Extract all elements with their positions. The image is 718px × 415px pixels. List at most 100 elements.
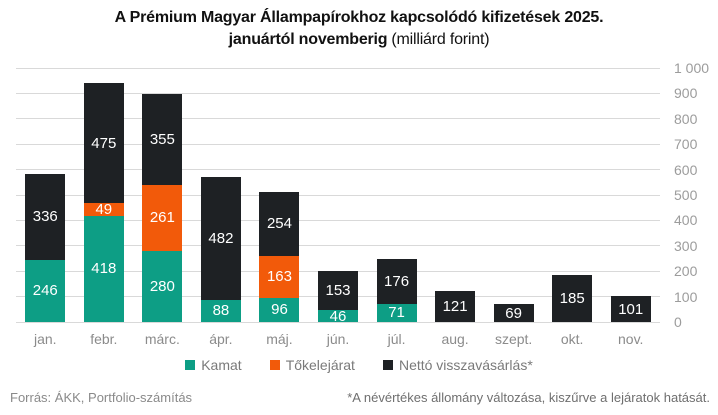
footer: Forrás: ÁKK, Portfolio-számítás *A névér… (10, 390, 710, 405)
y-axis-tick-label: 300 (674, 237, 698, 254)
source-note: Forrás: ÁKK, Portfolio-számítás (10, 390, 193, 405)
segment-kamat: 71 (376, 303, 417, 322)
segment-kamat: 280 (142, 250, 183, 322)
chart-title: A Prémium Magyar Állampapírokhoz kapcsol… (0, 7, 718, 51)
segment-kamat: 418 (83, 215, 124, 322)
segment-value-label: 121 (442, 298, 468, 316)
segment-value-label: 418 (91, 260, 117, 278)
segment-value-label: 88 (212, 302, 230, 320)
segment-netto-visszavasarlas: 69 (493, 304, 534, 322)
y-axis-tick-label: 900 (674, 85, 698, 102)
segment-netto-visszavasarlas: 475 (83, 82, 124, 204)
bar-nov: 101 (610, 296, 651, 322)
segment-value-label: 482 (208, 229, 234, 247)
segment-kamat: 88 (200, 299, 241, 322)
y-axis-tick-label: 1 000 (674, 60, 710, 76)
x-axis-tick-label: ápr. (209, 331, 233, 347)
segment-value-label: 96 (271, 301, 288, 319)
x-axis-tick-label: febr. (90, 331, 118, 347)
y-axis-tick-label: 800 (674, 110, 698, 127)
legend-item-tokelejarat: Tőkelejárat (269, 357, 355, 373)
segment-value-label: 280 (149, 277, 175, 295)
x-axis-tick-label: szept. (494, 331, 533, 347)
bar-szept: 69 (493, 304, 534, 322)
legend: Kamat Tőkelejárat Nettó visszavásárlás* (20, 357, 698, 373)
segment-value-label: 355 (149, 131, 175, 149)
segment-netto-visszavasarlas: 121 (435, 291, 476, 322)
legend-item-netto-visszavasarlas: Nettó visszavásárlás* (382, 357, 533, 373)
y-axis-tick-label: 500 (674, 187, 698, 203)
legend-item-kamat: Kamat (185, 357, 242, 373)
segment-tokelejarat: 49 (83, 201, 124, 219)
segment-value-label: 153 (325, 282, 351, 300)
bar-febr: 418 49 475 (83, 82, 124, 322)
segment-value-label: 101 (618, 300, 644, 318)
segment-value-label: 163 (266, 268, 292, 286)
gridline (16, 67, 660, 69)
gridline (16, 118, 660, 120)
bar-jan: 246 336 (25, 174, 66, 322)
segment-netto-visszavasarlas: 153 (318, 271, 358, 311)
segment-value-label: 71 (388, 304, 405, 322)
legend-label-netto-visszavasarlas: Nettó visszavásárlás* (398, 357, 533, 373)
segment-kamat: 246 (25, 259, 66, 322)
legend-label-kamat: Kamat (201, 357, 242, 373)
chart-title-line1: A Prémium Magyar Állampapírokhoz kapcsol… (114, 9, 604, 26)
bar-ápr: 88 482 (200, 177, 241, 322)
y-axis-tick-label: 400 (674, 212, 698, 229)
chart-title-line2-unit: (milliárd forint) (391, 31, 490, 48)
x-axis-tick-label: aug. (441, 331, 469, 347)
y-axis-tick-label: 600 (674, 161, 698, 178)
segment-value-label: 176 (384, 273, 410, 291)
bar-máj: 96 163 254 (259, 191, 300, 322)
segment-netto-visszavasarlas: 176 (376, 259, 417, 304)
gridline (16, 194, 660, 196)
segment-kamat: 46 (318, 307, 358, 325)
segment-value-label: 69 (505, 304, 522, 322)
gridline (16, 219, 660, 221)
bar-aug: 121 (435, 291, 476, 322)
segment-netto-visszavasarlas: 355 (142, 94, 183, 185)
gridline (16, 92, 660, 94)
segment-value-label: 246 (32, 282, 58, 300)
y-axis-tick-label: 0 (674, 314, 682, 330)
segment-value-label: 49 (95, 201, 113, 219)
segment-netto-visszavasarlas: 101 (610, 296, 651, 322)
x-axis-tick-label: márc. (144, 331, 180, 347)
x-axis-tick-label: jún. (326, 331, 350, 347)
segment-value-label: 261 (149, 209, 175, 227)
legend-label-tokelejarat: Tőkelejárat (285, 357, 355, 373)
x-axis-tick-label: nov. (618, 331, 644, 347)
segment-tokelejarat: 163 (259, 256, 300, 298)
plot-area: 0 100 200 300 400 500 600 700 800 900 1 000 246 336 j… (16, 60, 709, 347)
y-axis-tick-label: 100 (674, 288, 698, 305)
footnote: *A névértékes állomány változása, kiszűr… (347, 390, 710, 405)
segment-value-label: 254 (266, 215, 292, 233)
x-axis-tick-label: máj. (266, 331, 293, 347)
chart-title-line2-bold: januártól novemberig (228, 31, 388, 48)
bar-márc: 280 261 355 (142, 94, 183, 322)
segment-netto-visszavasarlas: 336 (25, 174, 66, 260)
gridline (16, 321, 660, 323)
gridline (16, 245, 660, 247)
segment-kamat: 96 (259, 297, 300, 322)
gridline (16, 270, 660, 272)
bar-jún: 46 153 (318, 271, 358, 325)
segment-value-label: 185 (559, 290, 585, 307)
y-axis-tick-label: 700 (674, 136, 698, 153)
bar-okt: 185 (552, 275, 593, 322)
x-axis-tick-label: júl. (387, 331, 406, 347)
segment-value-label: 46 (329, 307, 347, 325)
tokelejarat-swatch (269, 360, 280, 370)
kamat-swatch (185, 360, 196, 370)
gridline (16, 143, 660, 145)
segment-netto-visszavasarlas: 254 (259, 191, 300, 257)
netto-visszavasarlas-swatch (382, 360, 393, 370)
chart-title-line2: januártól novemberig (milliárd forint) (0, 29, 718, 51)
y-axis-tick-label: 200 (674, 263, 698, 280)
bar-júl: 71 176 (376, 259, 417, 322)
segment-netto-visszavasarlas: 482 (200, 177, 241, 300)
segment-tokelejarat: 261 (142, 184, 183, 251)
segment-netto-visszavasarlas: 185 (552, 275, 593, 322)
